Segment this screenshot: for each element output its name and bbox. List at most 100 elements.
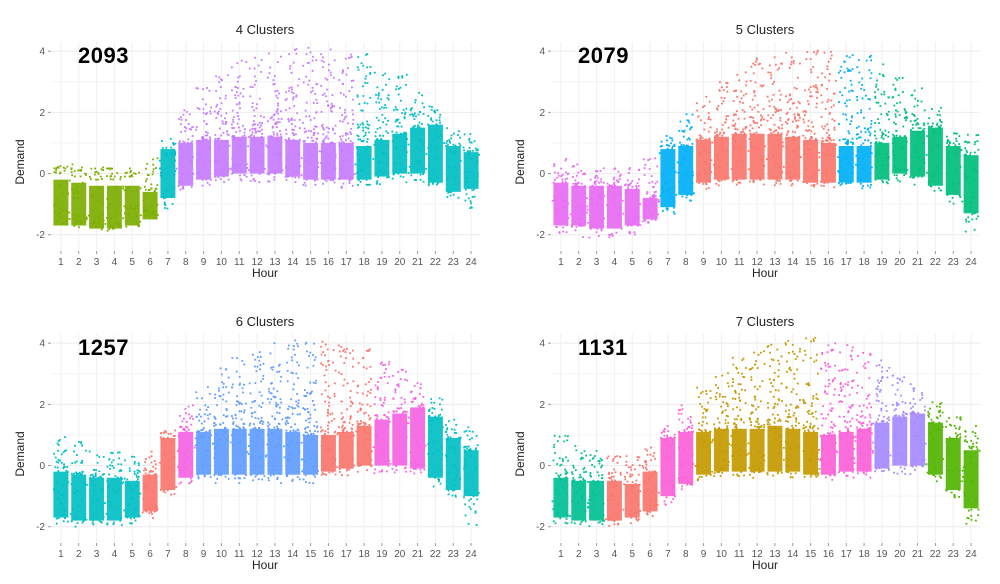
data-point	[224, 117, 226, 120]
data-point	[238, 426, 241, 429]
data-point	[766, 95, 769, 98]
data-point	[144, 167, 147, 170]
x-tick-label: 13	[269, 549, 281, 560]
data-point	[870, 144, 872, 147]
data-point	[760, 470, 763, 473]
data-point	[399, 168, 401, 171]
data-point	[156, 184, 159, 186]
data-point	[379, 108, 381, 111]
data-point	[463, 463, 466, 466]
data-point	[346, 133, 349, 135]
data-point	[302, 184, 305, 186]
data-point	[692, 430, 695, 433]
data-point	[252, 457, 255, 460]
data-point	[217, 176, 220, 179]
data-point	[127, 484, 130, 487]
data-point	[375, 93, 377, 96]
data-point	[774, 402, 777, 405]
data-point	[659, 145, 662, 148]
data-point	[327, 431, 330, 434]
data-point	[334, 460, 336, 463]
data-point	[397, 371, 400, 373]
data-point	[356, 123, 359, 126]
data-point	[364, 430, 366, 433]
data-point	[781, 123, 784, 126]
data-point	[669, 188, 671, 190]
data-point	[811, 137, 813, 140]
data-point	[601, 474, 604, 476]
data-point	[965, 140, 968, 143]
data-point	[182, 172, 185, 175]
data-point	[664, 182, 667, 185]
data-point	[334, 473, 337, 476]
data-point	[325, 135, 328, 138]
data-point	[183, 417, 185, 420]
x-axis-title: Hour	[251, 266, 278, 280]
data-point	[877, 118, 879, 120]
data-point	[134, 172, 137, 175]
data-point	[689, 415, 692, 418]
data-point	[321, 472, 324, 474]
data-point	[92, 501, 95, 504]
data-point	[365, 183, 368, 186]
data-point	[280, 482, 283, 484]
data-point	[308, 355, 310, 357]
data-point	[671, 166, 674, 169]
data-point	[290, 451, 293, 454]
data-point	[161, 444, 163, 447]
data-point	[787, 130, 790, 133]
data-point	[575, 225, 578, 228]
data-point	[911, 127, 914, 130]
data-point	[276, 469, 279, 472]
data-point	[561, 173, 564, 176]
data-point	[555, 472, 558, 475]
data-point	[364, 422, 366, 425]
data-point	[144, 185, 146, 188]
data-point	[273, 342, 276, 345]
data-point	[276, 411, 279, 414]
data-point	[380, 404, 383, 407]
cluster-band	[213, 428, 229, 475]
data-point	[304, 428, 307, 430]
y-tick-label: 0	[539, 461, 545, 472]
data-point	[259, 115, 262, 118]
data-point	[151, 513, 153, 515]
data-point	[388, 421, 391, 423]
data-point	[864, 131, 867, 134]
data-point	[681, 195, 684, 198]
data-point	[342, 384, 345, 387]
data-point	[583, 224, 585, 227]
data-point	[437, 414, 440, 417]
data-point	[59, 212, 61, 215]
data-point	[419, 445, 421, 448]
data-point	[350, 55, 353, 58]
data-point	[414, 101, 417, 104]
x-tick-label: 9	[201, 549, 207, 560]
data-point	[224, 94, 227, 97]
data-point	[869, 186, 872, 189]
x-tick-label: 24	[966, 549, 978, 560]
data-point	[146, 210, 149, 212]
data-point	[90, 222, 93, 225]
data-point	[696, 175, 699, 177]
data-point	[389, 462, 392, 465]
data-point	[290, 406, 293, 409]
data-point	[911, 176, 914, 179]
data-point	[571, 499, 574, 502]
data-point	[402, 176, 405, 178]
data-point	[755, 131, 758, 134]
data-point	[190, 159, 193, 162]
data-point	[921, 87, 923, 90]
data-point	[225, 368, 228, 371]
data-point	[732, 397, 734, 400]
x-tick-label: 14	[287, 257, 299, 268]
data-point	[680, 488, 683, 491]
data-point	[216, 112, 219, 114]
data-point	[815, 102, 818, 105]
data-point	[750, 421, 752, 423]
data-point	[59, 459, 61, 462]
data-point	[553, 198, 556, 201]
data-point	[173, 174, 176, 177]
data-point	[129, 171, 132, 173]
data-point	[672, 484, 675, 487]
